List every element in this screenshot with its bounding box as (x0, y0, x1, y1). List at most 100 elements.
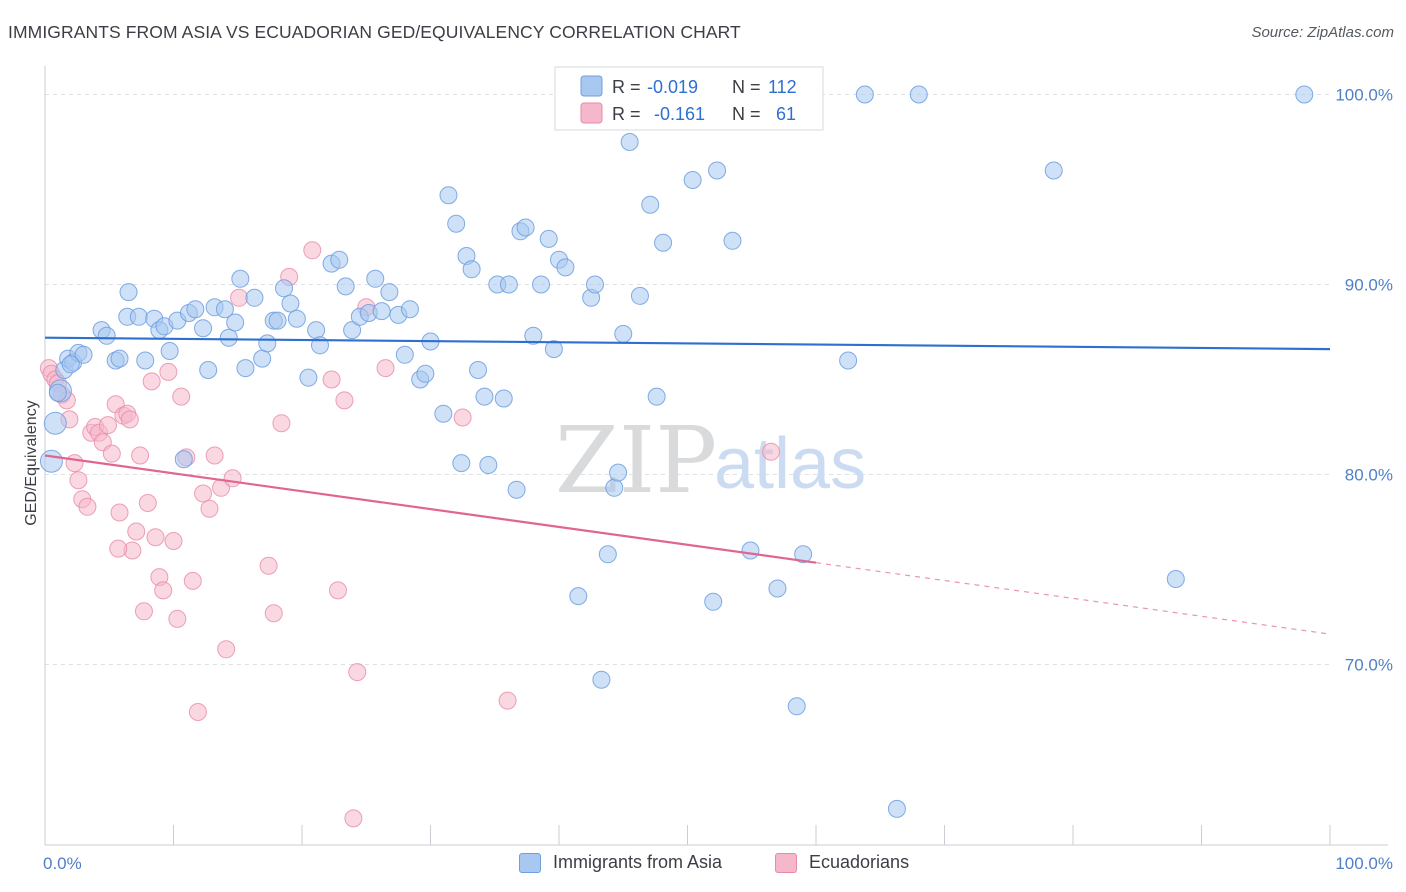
point-immigrants-from-asia (48, 383, 67, 402)
point-immigrants-from-asia (245, 288, 264, 307)
point-immigrants-from-asia (609, 463, 628, 482)
point-immigrants-from-asia (839, 351, 858, 370)
point-immigrants-from-asia (768, 579, 787, 598)
point-immigrants-from-asia (794, 545, 813, 564)
point-immigrants-from-asia (585, 275, 604, 294)
point-ecuadorians (110, 503, 129, 522)
point-immigrants-from-asia (380, 283, 399, 302)
y-tick-label: 70.0% (1345, 656, 1393, 675)
point-immigrants-from-asia (226, 313, 245, 332)
point-immigrants-from-asia (704, 592, 723, 611)
point-immigrants-from-asia (372, 302, 391, 321)
point-immigrants-from-asia (268, 311, 287, 330)
point-immigrants-from-asia (569, 587, 588, 606)
legend-r-label-1: R = (612, 77, 641, 97)
point-immigrants-from-asia (475, 387, 494, 406)
y-tick-label: 80.0% (1345, 466, 1393, 485)
point-ecuadorians (344, 809, 363, 828)
point-immigrants-from-asia (253, 349, 272, 368)
point-immigrants-from-asia (741, 541, 760, 560)
point-immigrants-from-asia (855, 85, 874, 104)
chart-title: IMMIGRANTS FROM ASIA VS ECUADORIAN GED/E… (8, 22, 741, 42)
legend-r-value-2: -0.161 (654, 104, 705, 124)
point-immigrants-from-asia (598, 545, 617, 564)
point-immigrants-from-asia (507, 480, 526, 499)
point-ecuadorians (164, 532, 183, 550)
point-ecuadorians (259, 556, 278, 575)
point-ecuadorians (183, 571, 202, 590)
point-immigrants-from-asia (307, 321, 326, 340)
point-immigrants-from-asia (499, 275, 518, 294)
point-ecuadorians (168, 609, 187, 628)
point-immigrants-from-asia (281, 294, 300, 313)
point-immigrants-from-asia (61, 355, 80, 374)
point-immigrants-from-asia (647, 387, 666, 406)
point-ecuadorians (98, 416, 117, 435)
point-immigrants-from-asia (186, 300, 205, 319)
point-ecuadorians (146, 528, 165, 547)
point-immigrants-from-asia (887, 799, 906, 818)
point-immigrants-from-asia (129, 307, 148, 326)
legend-n-value-1: 112 (768, 77, 797, 97)
point-immigrants-from-asia (605, 478, 624, 497)
legend-swatch-pink (580, 102, 603, 124)
point-ecuadorians (272, 414, 291, 433)
series-legend: Immigrants from Asia Ecuadorians (0, 852, 1406, 878)
series-immigrants-from-asia (39, 85, 1314, 818)
point-immigrants-from-asia (462, 260, 481, 279)
point-immigrants-from-asia (366, 269, 385, 288)
point-immigrants-from-asia (236, 359, 255, 378)
point-immigrants-from-asia (620, 133, 639, 151)
point-immigrants-from-asia (539, 229, 558, 248)
point-immigrants-from-asia (194, 319, 213, 338)
legend-swatch-asia (519, 852, 541, 873)
y-tick-label: 100.0% (1335, 86, 1393, 105)
point-ecuadorians (102, 444, 121, 463)
trend-line-asia (44, 336, 1331, 351)
legend-r-value-1: -0.019 (647, 77, 698, 97)
point-ecuadorians (154, 581, 173, 600)
point-immigrants-from-asia (723, 231, 742, 250)
point-ecuadorians (138, 494, 157, 512)
trend-line-ecuadorians (44, 454, 817, 564)
x-tick-label: 100.0% (1335, 854, 1393, 873)
watermark-zip: ZIP (555, 407, 717, 514)
legend-label-asia: Immigrants from Asia (553, 852, 723, 872)
point-immigrants-from-asia (400, 300, 419, 319)
point-immigrants-from-asia (641, 195, 660, 214)
legend-label-ecuadorians: Ecuadorians (809, 852, 910, 872)
point-ecuadorians (134, 602, 153, 621)
point-immigrants-from-asia (97, 326, 116, 345)
point-immigrants-from-asia (74, 345, 93, 364)
point-ecuadorians (223, 469, 242, 488)
point-immigrants-from-asia (215, 300, 234, 319)
point-ecuadorians (159, 362, 178, 381)
point-immigrants-from-asia (275, 279, 294, 298)
point-immigrants-from-asia (110, 349, 129, 368)
point-ecuadorians (69, 471, 88, 490)
point-immigrants-from-asia (39, 449, 63, 473)
legend-item-ecuadorians: Ecuadorians (775, 852, 909, 873)
point-ecuadorians (65, 454, 84, 473)
watermark: ZIP atlas (555, 407, 866, 514)
legend-n-label-1: N = (732, 77, 761, 97)
point-ecuadorians (264, 604, 283, 623)
point-immigrants-from-asia (708, 161, 727, 180)
point-immigrants-from-asia (299, 368, 318, 387)
trend-lines (44, 336, 1331, 635)
point-immigrants-from-asia (258, 334, 277, 353)
point-immigrants-from-asia (219, 328, 238, 347)
point-immigrants-from-asia (532, 275, 551, 294)
point-immigrants-from-asia (343, 321, 362, 340)
point-immigrants-from-asia (439, 186, 458, 205)
point-ecuadorians (142, 372, 161, 391)
watermark-atlas: atlas (714, 424, 866, 504)
trend-line-ecuadorians-extension (815, 562, 1331, 635)
correlation-legend: R = -0.019 N = 112 R = -0.161 N = 61 (554, 66, 824, 131)
point-immigrants-from-asia (231, 269, 250, 288)
point-immigrants-from-asia (43, 411, 67, 435)
legend-swatch-blue (580, 75, 603, 97)
point-immigrants-from-asia (479, 456, 498, 474)
point-immigrants-from-asia (395, 345, 414, 364)
